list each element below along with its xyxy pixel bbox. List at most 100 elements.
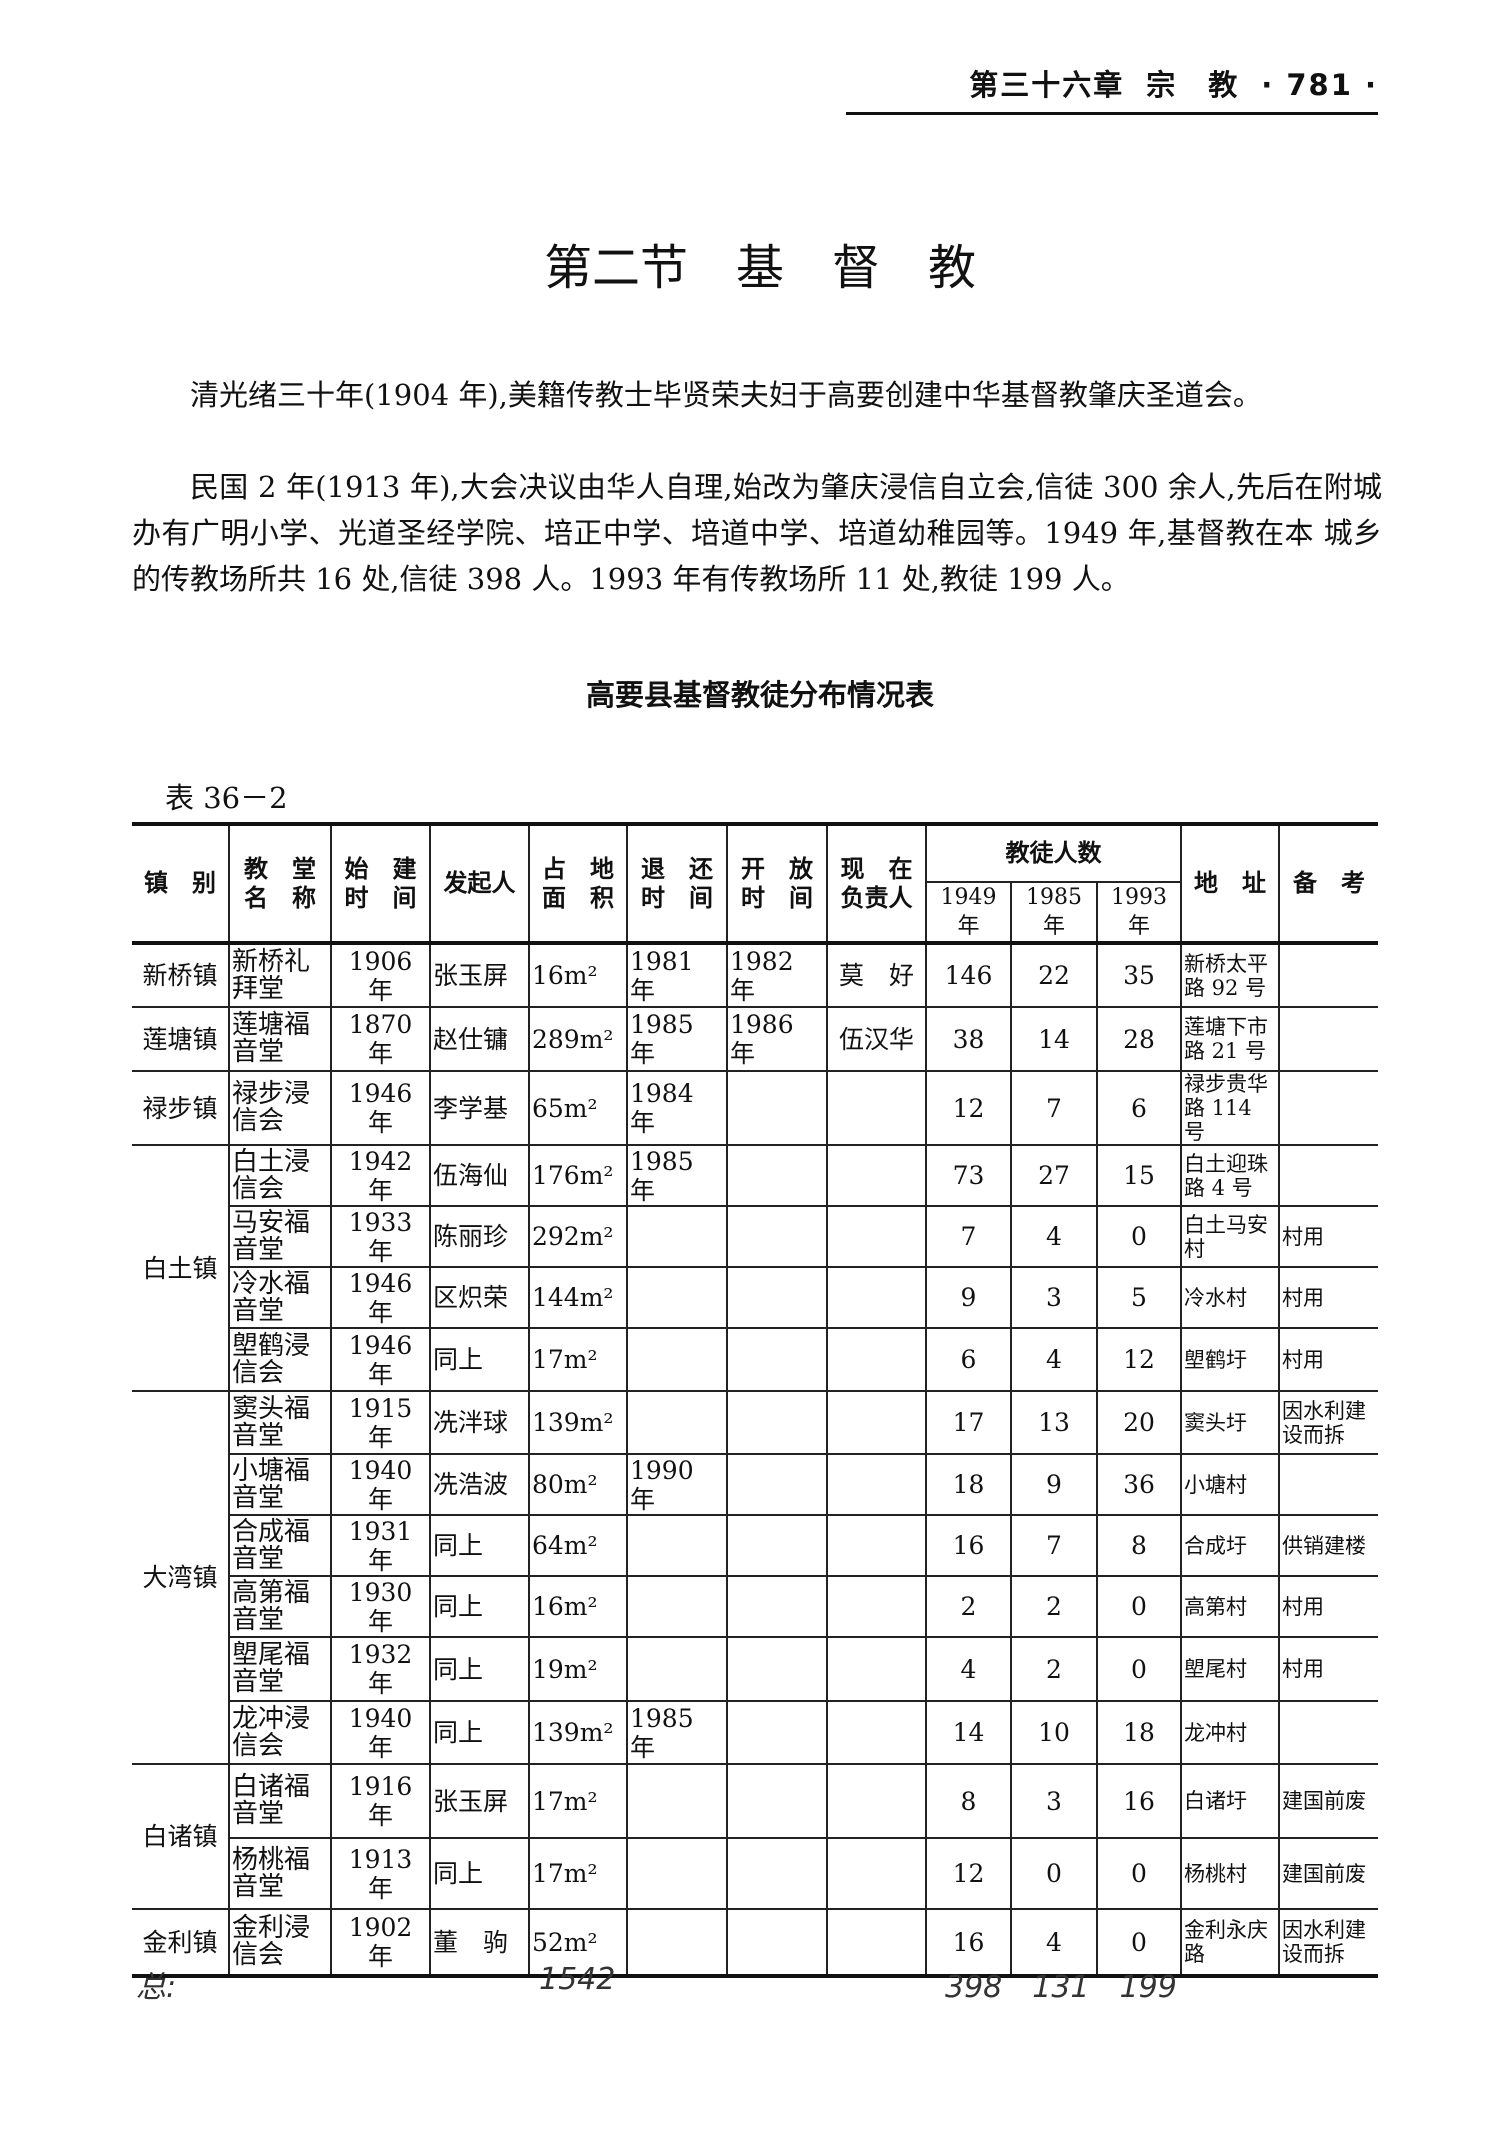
built-cell: 1942 年: [330, 1144, 431, 1207]
church-name-cell: 白诸福音堂: [228, 1763, 332, 1839]
church-name-cell: 窦头福音堂: [228, 1390, 332, 1455]
opened-cell: [726, 1514, 828, 1577]
address-cell: 高第村: [1180, 1575, 1280, 1638]
members-1985-cell: 27: [1010, 1144, 1098, 1207]
area-cell: 17m²: [528, 1763, 628, 1839]
members-1993-cell: 35: [1096, 942, 1182, 1008]
table-row: 莲塘镇 莲塘福音堂 1870 年赵仕镛 289m² 1985 年 1986 年伍汉华 38 1…: [132, 1006, 1378, 1072]
built-cell: 1946 年: [330, 1070, 431, 1146]
remark-cell: 村用: [1278, 1327, 1378, 1392]
members-1993-cell: 0: [1096, 1575, 1182, 1638]
page-number: · 781 ·: [1261, 68, 1378, 102]
table-row: 高第福音堂 1930 年同上 16m² 2 2 0 高第村 村用: [132, 1575, 1378, 1638]
members-1985-cell: 3: [1010, 1763, 1098, 1839]
remark-cell: 建国前废: [1278, 1837, 1378, 1910]
town-cell: 白土镇: [132, 1144, 230, 1392]
table-row: 塱尾福音堂 1932 年同上 19m² 4 2 0 塱尾村 村用: [132, 1636, 1378, 1702]
leader-cell: [826, 1837, 927, 1910]
members-1985-cell: 7: [1010, 1514, 1098, 1577]
members-1993-cell: 5: [1096, 1266, 1182, 1329]
table-title: 高要县基督教徒分布情况表: [585, 678, 934, 712]
church-name-cell: 马安福音堂: [229, 1205, 332, 1268]
founder-cell: 陈丽珍: [429, 1205, 530, 1268]
church-name-cell: 高第福音堂: [229, 1575, 332, 1638]
header-rule: [846, 112, 1378, 115]
members-1949-cell: 16: [925, 1514, 1012, 1577]
table-row: 金利镇 金利浸信会 1902 年董 驹 52m² 16 4 0 金利永庆路 因水利建设而拆: [132, 1908, 1378, 1977]
opened-cell: [726, 1205, 828, 1268]
remark-cell: [1278, 1453, 1378, 1516]
address-cell: 金利永庆路: [1180, 1908, 1280, 1977]
table-row: 白土镇 白土浸信会 1942 年伍海仙 176m² 1985 年 73 27 15 白土迎珠路 …: [132, 1144, 1378, 1392]
members-1985-cell: 4: [1010, 1908, 1098, 1977]
returned-cell: [626, 1636, 728, 1702]
founder-cell: 同上: [429, 1700, 530, 1765]
area-cell: 64m²: [528, 1514, 628, 1577]
header-town: 镇 别: [132, 824, 230, 944]
church-name-cell: 小塘福音堂: [229, 1453, 332, 1516]
table-row: 新桥镇 新桥礼拜堂 1906 年张玉屏 16m² 1981 年 1982 年莫 好 146 2…: [132, 942, 1378, 1008]
built-cell: 1916 年: [330, 1763, 431, 1839]
returned-cell: [626, 1266, 728, 1329]
founder-cell: 同上: [429, 1575, 530, 1638]
area-cell: 65m²: [528, 1070, 628, 1146]
leader-cell: [826, 1327, 927, 1392]
church-name-cell: 塱尾福音堂: [229, 1636, 332, 1702]
church-name-cell: 莲塘福音堂: [228, 1006, 332, 1072]
built-cell: 1915 年: [330, 1390, 431, 1455]
handwritten-total-label: 总:: [136, 1970, 177, 2005]
members-1985-cell: 9: [1010, 1453, 1098, 1516]
members-1949-cell: 4: [925, 1636, 1012, 1702]
header-built: 始 建 时 间: [330, 824, 431, 944]
leader-cell: [826, 1575, 927, 1638]
members-1949-cell: 16: [925, 1908, 1012, 1977]
opened-cell: [726, 1453, 828, 1516]
opened-cell: [726, 1266, 828, 1329]
town-cell: 新桥镇: [132, 942, 230, 1008]
leader-cell: [826, 1453, 927, 1516]
members-1985-cell: 2: [1010, 1636, 1098, 1702]
members-1949-cell: 18: [925, 1453, 1012, 1516]
members-1949-cell: 2: [925, 1575, 1012, 1638]
table-row: 白诸镇 白诸福音堂 1916 年张玉屏 17m² 8 3 16 白诸圩 建国前废: [132, 1763, 1378, 1910]
church-name-cell: 白土浸信会: [228, 1144, 332, 1207]
header-opened: 开 放 时 间: [726, 824, 828, 944]
opened-cell: [726, 1636, 828, 1702]
address-cell: 塱鹤圩: [1180, 1327, 1280, 1392]
area-cell: 19m²: [528, 1636, 628, 1702]
table-row: 大湾镇 窦头福音堂 1915 年冼泮球 139m² 17 13 20 窦头圩 因水利建设而拆: [132, 1390, 1378, 1765]
members-1993-cell: 15: [1096, 1144, 1182, 1207]
header-members: 教徒人数: [925, 824, 1182, 883]
leader-cell: [826, 1205, 927, 1268]
leader-cell: [826, 1908, 927, 1977]
returned-cell: [626, 1837, 728, 1910]
members-1993-cell: 18: [1096, 1700, 1182, 1765]
area-cell: 80m²: [528, 1453, 628, 1516]
members-1993-cell: 0: [1096, 1636, 1182, 1702]
section-label: 宗 教: [1146, 68, 1240, 102]
remark-cell: 因水利建设而拆: [1278, 1390, 1378, 1455]
members-1949-cell: 17: [925, 1390, 1012, 1455]
members-1985-cell: 13: [1010, 1390, 1098, 1455]
leader-cell: [826, 1390, 927, 1455]
leader-cell: [826, 1144, 927, 1207]
header-area: 占 地 面 积: [528, 824, 628, 944]
built-cell: 1940 年: [330, 1453, 431, 1516]
returned-cell: 1990 年: [626, 1453, 728, 1516]
area-cell: 16m²: [528, 942, 628, 1008]
built-cell: 1933 年: [330, 1205, 431, 1268]
table-number: 表 36－2: [165, 781, 288, 815]
header-leader: 现 在 负责人: [826, 824, 927, 944]
leader-cell: [826, 1700, 927, 1765]
remark-cell: 村用: [1278, 1205, 1378, 1268]
returned-cell: [626, 1763, 728, 1839]
members-1985-cell: 22: [1010, 942, 1098, 1008]
church-name-cell: 塱鹤浸信会: [229, 1327, 332, 1392]
opened-cell: [726, 1700, 828, 1765]
members-1985-cell: 4: [1010, 1205, 1098, 1268]
area-cell: 17m²: [528, 1327, 628, 1392]
remark-cell: [1278, 942, 1378, 1008]
members-1985-cell: 2: [1010, 1575, 1098, 1638]
table-row: 塱鹤浸信会 1946 年同上 17m² 6 4 12 塱鹤圩 村用: [132, 1327, 1378, 1392]
founder-cell: 区炽荣: [429, 1266, 530, 1329]
